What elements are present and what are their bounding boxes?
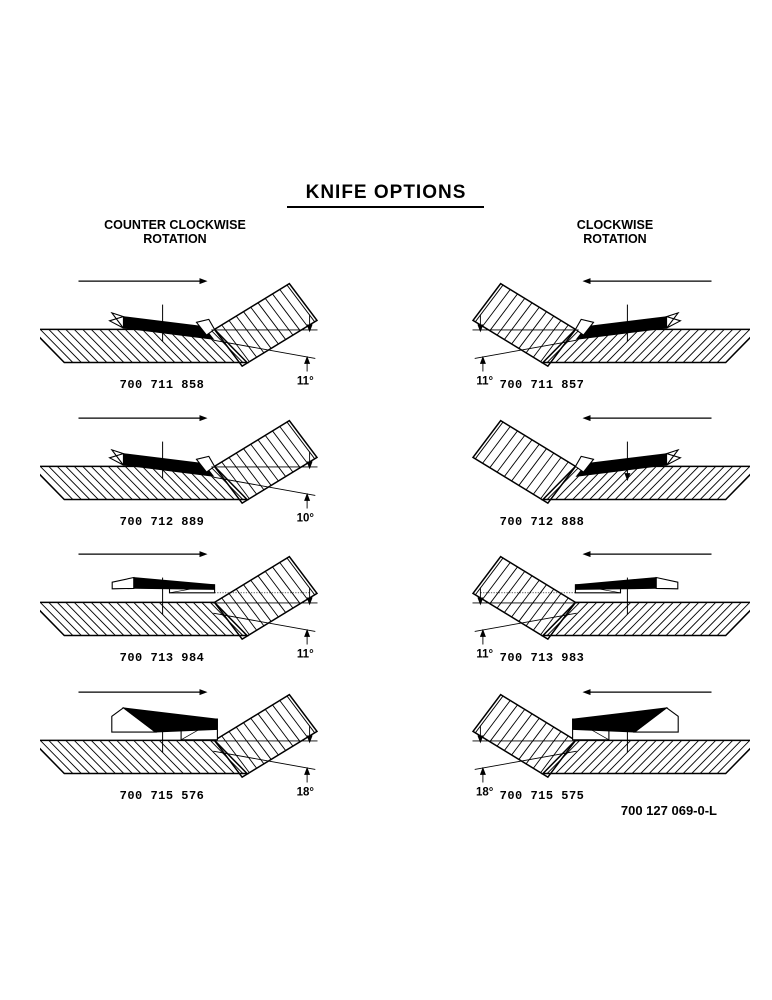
svg-text:700 712 889: 700 712 889 [120, 515, 205, 529]
svg-text:700 711 858: 700 711 858 [120, 378, 205, 392]
svg-text:11°: 11° [297, 648, 314, 660]
svg-text:700 711 857: 700 711 857 [500, 378, 585, 392]
svg-text:700 715 576: 700 715 576 [120, 789, 205, 803]
svg-text:11°: 11° [476, 375, 493, 387]
svg-text:10°: 10° [297, 512, 315, 524]
svg-text:11°: 11° [297, 375, 314, 387]
svg-text:700 715 575: 700 715 575 [500, 789, 585, 803]
svg-text:11°: 11° [476, 648, 493, 660]
svg-text:18°: 18° [297, 786, 315, 798]
svg-text:700 713 984: 700 713 984 [120, 651, 205, 665]
svg-text:700 713 983: 700 713 983 [500, 651, 585, 665]
svg-text:18°: 18° [476, 786, 494, 798]
svg-text:700 712 888: 700 712 888 [500, 515, 585, 529]
